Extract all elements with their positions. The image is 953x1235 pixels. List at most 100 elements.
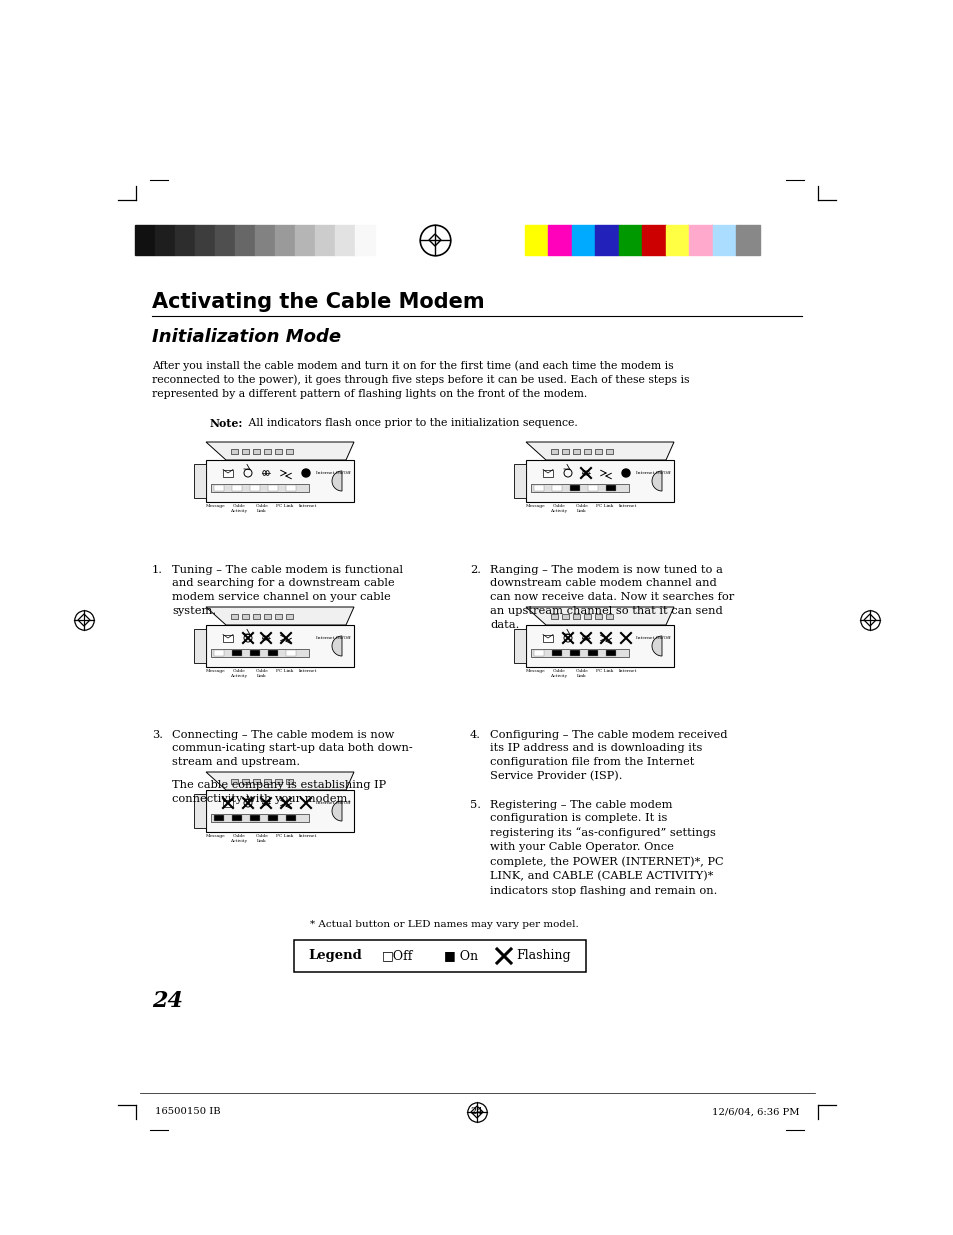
Bar [194, 225, 214, 254]
Text: Cable
Link: Cable Link [255, 834, 268, 842]
Bar [253, 450, 260, 454]
Text: Internet On/Off: Internet On/Off [316, 802, 351, 805]
Bar [264, 779, 271, 784]
Text: Configuring – The cable modem received: Configuring – The cable modem received [490, 730, 727, 740]
Polygon shape [206, 442, 354, 459]
Text: 12/6/04, 6:36 PM: 12/6/04, 6:36 PM [712, 1108, 800, 1116]
Bar [268, 815, 277, 821]
Bar [232, 815, 242, 821]
Bar [524, 225, 548, 254]
Bar [572, 225, 595, 254]
Text: commun-icating start-up data both down-
stream and upstream.: commun-icating start-up data both down- … [172, 743, 413, 767]
Bar [232, 650, 242, 656]
Bar [268, 485, 277, 492]
Text: Internet On/Off: Internet On/Off [316, 471, 351, 475]
Bar [232, 485, 242, 492]
Polygon shape [206, 606, 354, 625]
Text: Message: Message [525, 504, 545, 508]
Text: Internet: Internet [618, 504, 637, 508]
Bar [250, 650, 260, 656]
Text: its IP address and is downloading its
configuration file from the Internet
Servi: its IP address and is downloading its co… [490, 743, 701, 782]
Text: Internet: Internet [298, 504, 316, 508]
Text: configuration is complete. It is
registering its “as-configured” settings
with y: configuration is complete. It is registe… [490, 813, 723, 895]
Bar [211, 650, 309, 657]
Bar [531, 484, 628, 492]
Text: Internet: Internet [298, 669, 316, 673]
Text: 24: 24 [470, 1108, 483, 1116]
Text: PC Link: PC Link [276, 669, 294, 673]
Text: Internet: Internet [618, 669, 637, 673]
Bar [264, 614, 271, 619]
Bar [665, 225, 689, 254]
Bar [250, 485, 260, 492]
Bar [551, 450, 558, 454]
Polygon shape [206, 772, 354, 790]
Bar [573, 614, 579, 619]
Text: Message: Message [525, 669, 545, 673]
Bar [264, 450, 271, 454]
Text: 3.: 3. [152, 730, 163, 740]
Bar [253, 779, 260, 784]
Bar [253, 614, 260, 619]
Text: Internet On/Off: Internet On/Off [636, 636, 670, 640]
Text: Cable
Activity: Cable Activity [231, 504, 247, 513]
Text: All indicators flash once prior to the initialization sequence.: All indicators flash once prior to the i… [245, 417, 578, 429]
Text: Cable
Activity: Cable Activity [231, 669, 247, 678]
Bar [206, 790, 354, 832]
Text: downstream cable modem channel and
can now receive data. Now it searches for
an : downstream cable modem channel and can n… [490, 578, 734, 630]
Text: Cable
Link: Cable Link [575, 669, 588, 678]
Bar [242, 614, 249, 619]
Bar [573, 450, 579, 454]
Polygon shape [525, 606, 673, 625]
Text: 16500150 IB: 16500150 IB [154, 1108, 220, 1116]
Text: ■ On: ■ On [443, 950, 477, 962]
Wedge shape [332, 471, 341, 492]
Text: 24: 24 [152, 990, 183, 1011]
Bar [223, 799, 233, 806]
Bar [605, 650, 616, 656]
Text: Flashing: Flashing [516, 950, 570, 962]
Text: Initialization Mode: Initialization Mode [152, 329, 341, 346]
Bar [552, 650, 561, 656]
Bar [641, 225, 665, 254]
Bar [542, 469, 553, 477]
Bar [174, 225, 194, 254]
Text: Activating the Cable Modem: Activating the Cable Modem [152, 291, 484, 312]
Text: □Off: □Off [381, 950, 413, 962]
Bar [286, 614, 293, 619]
Bar [605, 450, 613, 454]
Bar [569, 650, 579, 656]
Text: Registering – The cable modem: Registering – The cable modem [490, 800, 672, 810]
Text: Cable
Link: Cable Link [255, 504, 268, 513]
Bar [274, 450, 282, 454]
Bar [231, 614, 237, 619]
Bar [242, 779, 249, 784]
Wedge shape [332, 636, 341, 656]
Bar [135, 225, 154, 254]
Bar [605, 614, 613, 619]
Polygon shape [525, 442, 673, 459]
Bar [286, 450, 293, 454]
Text: Cable
Activity: Cable Activity [550, 504, 567, 513]
Bar [242, 450, 249, 454]
Bar [294, 225, 314, 254]
Text: Cable
Link: Cable Link [255, 669, 268, 678]
Bar [154, 225, 174, 254]
Bar [213, 815, 224, 821]
Bar [534, 485, 543, 492]
Text: Message: Message [206, 669, 226, 673]
Text: Connecting – The cable modem is now: Connecting – The cable modem is now [172, 730, 394, 740]
Text: 5.: 5. [470, 800, 480, 810]
Bar [274, 779, 282, 784]
Bar [605, 485, 616, 492]
Bar [534, 650, 543, 656]
Text: 1.: 1. [152, 564, 163, 576]
Bar [525, 459, 673, 501]
Bar [254, 225, 274, 254]
Text: Internet On/Off: Internet On/Off [636, 471, 670, 475]
Bar [561, 450, 568, 454]
Bar [712, 225, 736, 254]
Text: 4.: 4. [470, 730, 480, 740]
Text: Internet: Internet [298, 834, 316, 839]
Text: PC Link: PC Link [276, 504, 294, 508]
